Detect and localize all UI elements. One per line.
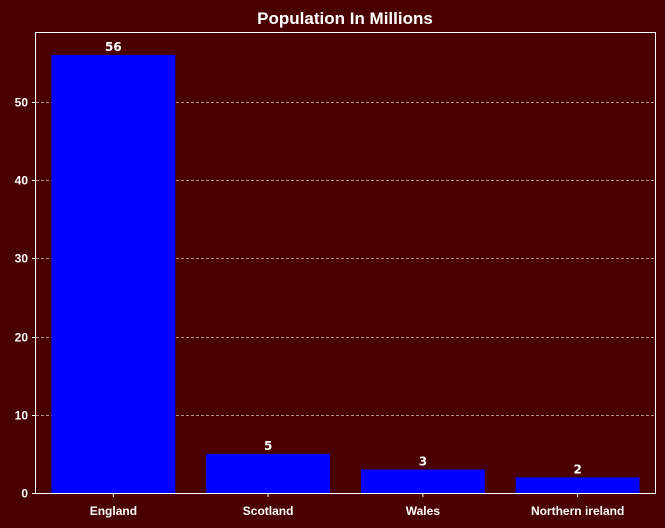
bar-value-label: 56 (105, 40, 122, 54)
bars: 56 5 3 2 (51, 40, 640, 494)
chart-title: Population In Millions (257, 9, 433, 28)
y-tick-label: 50 (15, 96, 29, 110)
y-axis: 0 10 20 30 40 50 (15, 96, 36, 501)
y-tick-label: 40 (15, 174, 29, 188)
bar (515, 477, 640, 493)
y-tick-label: 30 (15, 252, 29, 266)
y-tick-label: 0 (21, 487, 28, 501)
x-tick-label: England (90, 504, 137, 518)
y-tick-label: 20 (15, 331, 29, 345)
bar-value-label: 5 (264, 439, 272, 453)
bar (206, 453, 331, 493)
bar-value-label: 2 (573, 462, 581, 476)
bar (360, 469, 485, 493)
x-tick-label: Scotland (243, 504, 294, 518)
x-tick-label: Wales (406, 504, 441, 518)
x-tick-label: Northern ireland (531, 504, 624, 518)
bar-value-label: 3 (419, 455, 427, 469)
gridlines (36, 102, 655, 416)
plot-frame (35, 32, 656, 494)
y-tick-label: 10 (15, 409, 29, 423)
x-axis: England Scotland Wales Northern ireland (90, 493, 624, 518)
bar (51, 54, 176, 494)
